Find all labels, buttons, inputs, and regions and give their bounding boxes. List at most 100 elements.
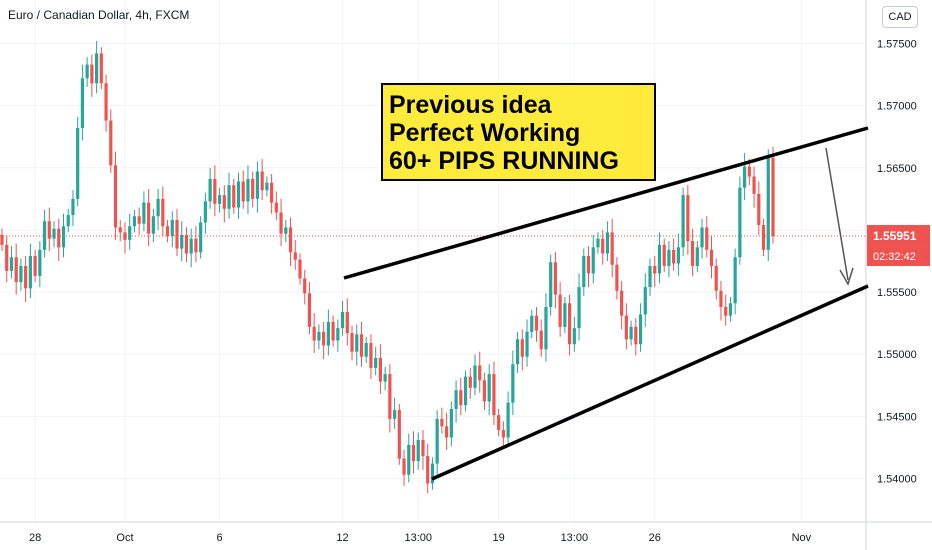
candle-body [771,157,775,237]
candle-body [468,376,472,388]
candle-body [85,64,89,79]
candle-body [28,256,32,289]
candle-body [364,343,368,357]
candle-body [61,226,66,248]
candle-body [454,390,458,409]
candles [0,41,775,494]
candle-body [298,259,302,279]
candle-body [544,306,548,350]
time-tick-label: 19 [493,532,505,544]
currency-button[interactable]: CAD [882,6,918,28]
candle-body [369,343,373,368]
candle-body [397,410,401,459]
candle-body [189,238,193,254]
candle-body [378,357,382,382]
last-price-label: 1.55951 [873,229,917,243]
candle-body [303,278,307,294]
candle-body [601,238,605,254]
candle-body [440,418,444,427]
time-tick-label: Oct [116,532,133,544]
candle-body [733,257,737,304]
candle-body [558,294,562,327]
candle-body [307,293,312,327]
candle-body [709,249,714,266]
candle-body [686,195,690,242]
annotation-box: Previous idea Perfect Working 60+ PIPS R… [381,83,656,181]
candle-body [203,201,207,223]
candle-body [676,247,680,264]
time-tick-label: Nov [792,532,812,544]
candle-body [227,185,231,209]
candle-body [24,265,28,289]
candle-body [255,171,260,199]
candle-body [137,216,141,224]
candle-body [563,303,567,327]
candle-body [222,195,226,209]
lower-trendline [431,284,869,481]
candle-body [71,198,75,216]
candle-body [478,365,482,381]
candle-body [52,228,56,239]
candle-body [279,212,283,234]
candle-body [459,390,463,406]
candle-body [392,410,397,419]
candle-body [506,402,510,438]
candle-body [340,311,345,329]
candle-body [714,265,718,291]
candle-body [426,456,430,484]
candle-body [170,219,174,237]
candle-body [539,330,543,350]
candle-body [553,262,558,295]
candle-body [596,238,600,248]
candle-body [591,247,595,274]
candle-body [165,226,170,237]
candle-body [80,78,85,129]
candle-body [743,166,747,188]
candle-body [728,303,733,316]
candle-body [355,334,359,352]
candle-body [620,290,624,316]
candle-body [610,232,614,265]
price-tick-label: 1.57000 [877,101,917,113]
candle-body [57,228,61,248]
annotation-line-2: Perfect Working [389,119,581,147]
candle-body [719,290,723,307]
candle-body [681,195,685,248]
candle-body [549,262,553,307]
candle-body [241,181,245,202]
candle-body [582,256,586,288]
candle-body [251,178,255,199]
candle-body [648,265,652,288]
candle-body [690,241,695,266]
candle-body [501,430,505,438]
candle-body [511,364,515,403]
candle-body [312,326,316,341]
candle-body [430,463,435,484]
candle-body [695,247,699,266]
candle-body [217,195,222,204]
candle-body [643,287,647,315]
symbol-title: Euro / Canadian Dollar, 4h, FXCM [8,8,190,22]
candle-body [274,202,278,213]
price-tick-label: 1.54500 [877,411,917,423]
candle-body [568,303,572,345]
candle-body [260,171,264,191]
candle-body [180,234,184,249]
candle-body [331,321,335,341]
countdown-label: 02:32:42 [873,251,916,263]
candle-body [47,221,51,239]
candle-body [577,287,581,329]
candle-body [317,331,321,341]
candle-body [95,53,99,84]
candle-body [747,166,751,177]
candle-body [99,53,103,84]
candle-body [109,120,113,166]
candle-body [76,128,80,199]
candle-body [416,439,420,462]
candle-body [724,306,728,316]
candle-body [326,321,330,346]
candle-body [104,83,108,121]
candle-body [402,458,406,475]
